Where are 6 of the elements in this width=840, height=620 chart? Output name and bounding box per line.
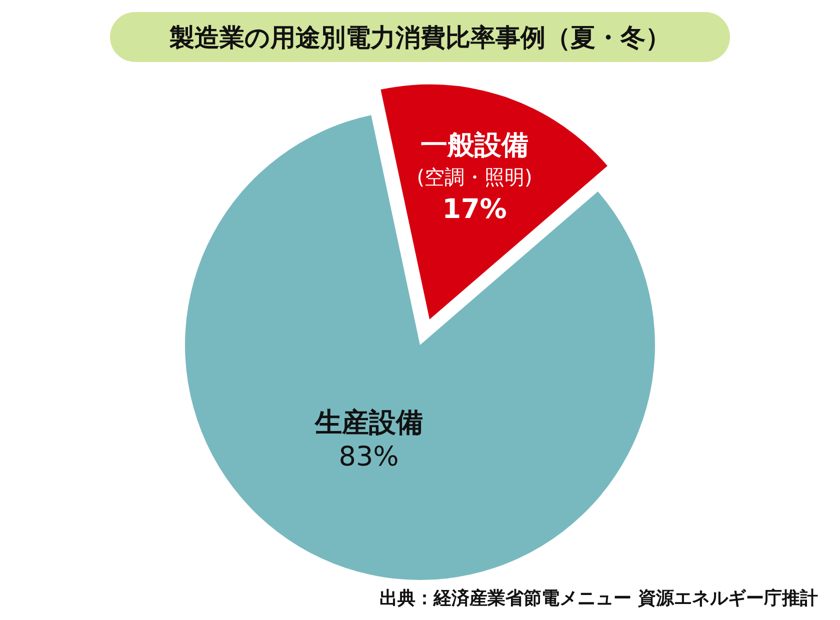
data-label: 83% [338, 442, 399, 472]
chart-title: 製造業の用途別電力消費比率事例（夏・冬） [168, 23, 670, 52]
source-note: 出典：経済産業省節電メニュー 資源エネルギー庁推計 [380, 588, 818, 609]
slice-label: 一般設備 (空調・照明) [416, 130, 532, 189]
data-label: 17% [442, 194, 507, 225]
slice-label: 生産設備 [314, 408, 423, 438]
